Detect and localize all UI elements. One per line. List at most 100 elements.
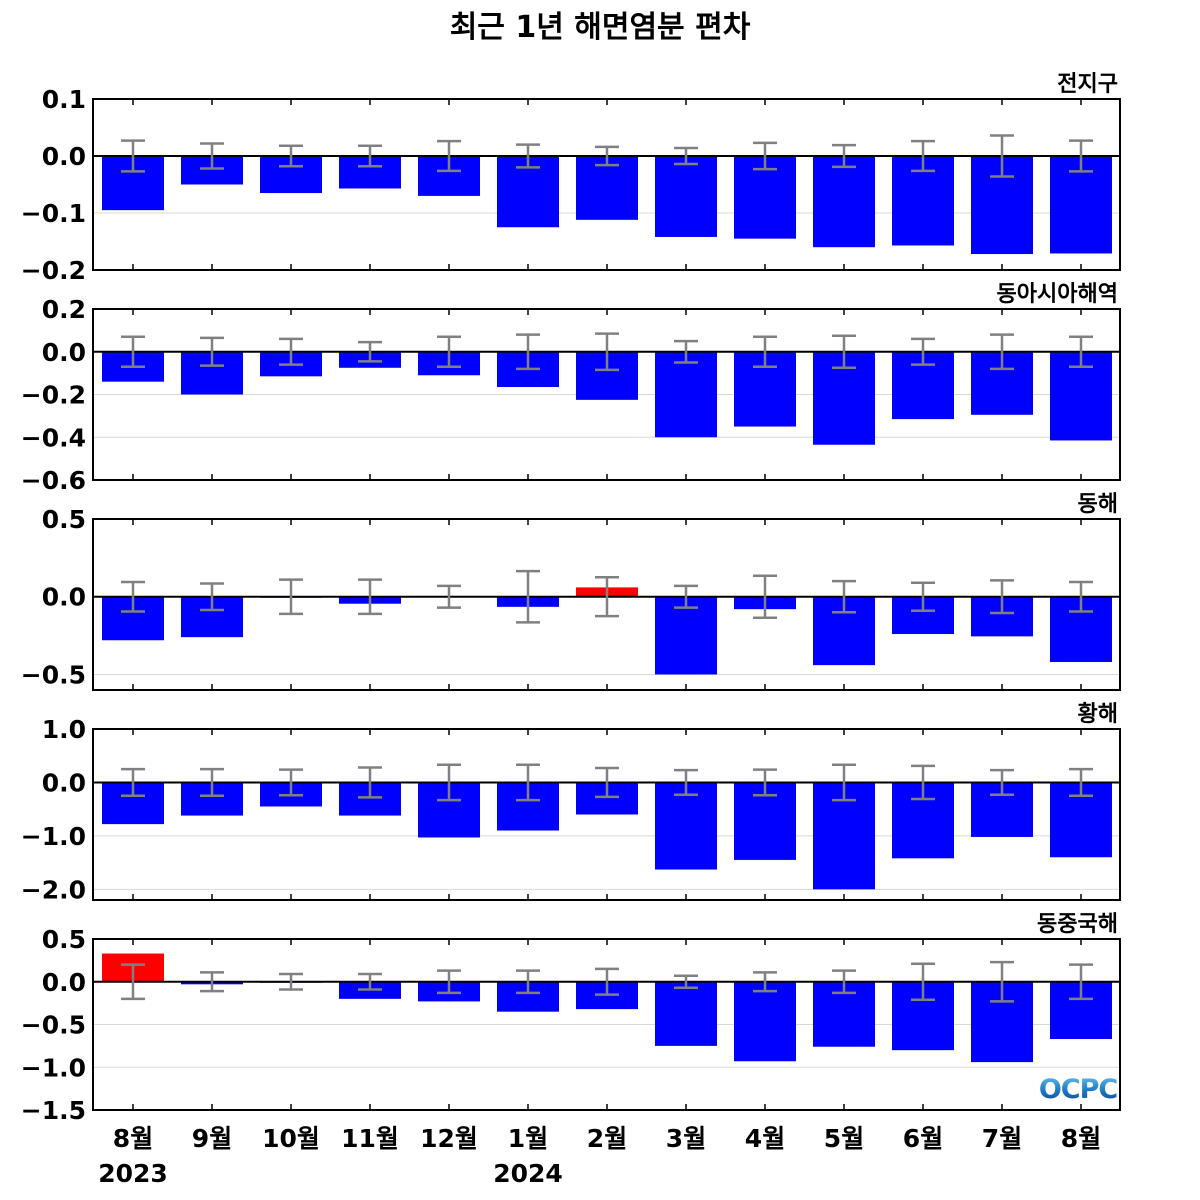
y-tick-label: 0.0: [42, 338, 86, 367]
error-bar: [832, 579, 856, 614]
panel-title: 동해: [1078, 492, 1118, 517]
error-bar: [911, 337, 935, 366]
error-bar: [358, 766, 382, 799]
error-bar: [121, 139, 145, 173]
error-bar: [990, 134, 1014, 178]
error-bar: [358, 340, 382, 363]
error-bar: [516, 569, 540, 624]
error-bar: [200, 336, 224, 367]
x-tick-label: 9월: [192, 1124, 232, 1153]
error-bar: [674, 768, 698, 796]
panel-1: 0.1 0.0 −0.1 −0.2 전지구: [21, 72, 1121, 285]
panel-title: 동중국해: [1037, 912, 1118, 937]
y-tick-label: −1.5: [21, 1096, 86, 1125]
x-tick-label: 6월: [903, 1124, 943, 1153]
svg-text:OCPC: OCPC: [1039, 1074, 1118, 1105]
error-bar: [121, 335, 145, 368]
y-tick-label: 0.0: [42, 142, 86, 171]
x-tick-label: 2월: [587, 1124, 627, 1153]
panel-3: 0.5 0.0 −0.5 동해: [21, 492, 1121, 691]
bar: [655, 782, 717, 870]
y-tick-label: −0.2: [21, 381, 86, 410]
x-tick-label: 5월: [824, 1124, 864, 1153]
y-tick-label: −0.2: [21, 256, 86, 285]
error-bar: [832, 969, 856, 995]
error-bar: [753, 141, 777, 171]
panel-title: 황해: [1078, 702, 1118, 727]
error-bar: [121, 963, 145, 1001]
y-tick-label: −1.0: [21, 822, 86, 851]
bar: [655, 981, 717, 1046]
year-label: 2024: [493, 1159, 563, 1188]
error-bar: [674, 584, 698, 609]
bar: [576, 156, 638, 220]
x-tick-label: 11월: [341, 1124, 399, 1153]
y-tick-label: 0.5: [42, 505, 86, 534]
y-tick-label: 0.1: [42, 85, 86, 114]
error-bar: [358, 144, 382, 168]
error-bar: [674, 339, 698, 364]
error-bar: [1069, 963, 1093, 1001]
error-bar: [911, 764, 935, 801]
error-bar: [437, 763, 461, 802]
panel-5: 0.5 0.0 −0.5 −1.0 −1.5 동중국해: [21, 912, 1121, 1125]
error-bar: [200, 767, 224, 798]
y-tick-label: −0.5: [21, 1011, 86, 1040]
bar: [734, 981, 796, 1062]
y-tick-label: −0.6: [21, 466, 86, 495]
error-bar: [279, 768, 303, 797]
error-bar: [990, 579, 1014, 615]
error-bar: [990, 768, 1014, 796]
error-bar: [595, 145, 619, 167]
error-bar: [279, 337, 303, 366]
error-bar: [437, 584, 461, 609]
error-bar: [595, 576, 619, 618]
error-bar: [832, 334, 856, 370]
error-bar: [516, 333, 540, 371]
bar: [655, 156, 717, 237]
year-label: 2023: [98, 1159, 168, 1188]
panel-title: 전지구: [1057, 72, 1118, 97]
error-bar: [753, 574, 777, 619]
y-tick-label: −0.5: [21, 660, 86, 689]
error-bar: [279, 972, 303, 991]
error-bar: [990, 960, 1014, 1003]
error-bar: [832, 763, 856, 802]
error-bar: [1069, 767, 1093, 798]
error-bar: [911, 139, 935, 173]
error-bar: [121, 767, 145, 798]
error-bar: [121, 580, 145, 613]
chart-title: 최근 1년 해면염분 편차: [449, 10, 751, 45]
error-bar: [437, 335, 461, 368]
error-bar: [200, 142, 224, 170]
error-bar: [674, 974, 698, 989]
bar: [813, 156, 875, 248]
y-tick-label: 0.5: [42, 925, 86, 954]
error-bar: [832, 143, 856, 169]
y-tick-label: −2.0: [21, 875, 86, 904]
ocpc-logo: OCPC: [1039, 1074, 1119, 1105]
error-bar: [1069, 580, 1093, 613]
error-bar: [1069, 335, 1093, 368]
error-bar: [516, 969, 540, 995]
y-tick-label: −1.0: [21, 1053, 86, 1082]
error-bar: [200, 971, 224, 993]
error-bar: [990, 333, 1014, 371]
error-bar: [753, 971, 777, 993]
y-tick-label: 0.2: [42, 295, 86, 324]
x-tick-label: 8월: [113, 1124, 153, 1153]
error-bar: [279, 578, 303, 616]
error-bar: [200, 582, 224, 612]
error-bar: [516, 763, 540, 802]
x-tick-label: 12월: [420, 1124, 478, 1153]
x-tick-label: 4월: [745, 1124, 785, 1153]
error-bar: [674, 146, 698, 166]
bar: [655, 351, 717, 438]
error-bar: [595, 766, 619, 799]
y-tick-label: 0.0: [42, 968, 86, 997]
error-bar: [437, 969, 461, 995]
error-bar: [1069, 139, 1093, 173]
y-tick-label: 0.0: [42, 768, 86, 797]
x-tick-label: 1월: [508, 1124, 548, 1153]
